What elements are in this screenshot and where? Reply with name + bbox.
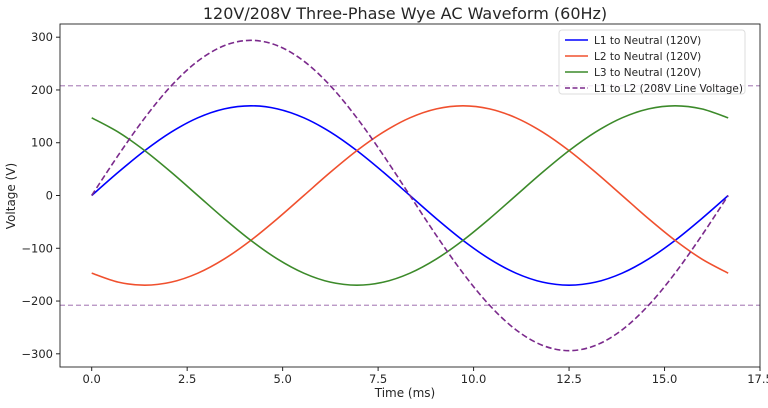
series-line-2 — [91, 104, 729, 287]
x-tick-label: 10.0 — [461, 372, 487, 386]
x-tick-label: 17.5 — [747, 372, 768, 386]
y-tick-label: 300 — [31, 30, 53, 44]
y-tick-label: −200 — [21, 294, 53, 308]
x-axis-label: Time (ms) — [374, 386, 436, 400]
chart-title: 120V/208V Three-Phase Wye AC Waveform (6… — [203, 4, 607, 23]
y-tick-label: 100 — [31, 136, 53, 150]
legend-label-2: L2 to Neutral (120V) — [594, 51, 701, 63]
legend-box — [558, 29, 746, 95]
series-line-4 — [91, 39, 729, 352]
y-tick-label: 200 — [31, 83, 53, 97]
legend: L1 to Neutral (120V) L2 to Neutral (120V)… — [558, 29, 746, 95]
x-tick-label: 7.5 — [369, 372, 387, 386]
y-axis-label: Voltage (V) — [4, 163, 18, 229]
legend-label-3: L3 to Neutral (120V) — [594, 67, 701, 79]
legend-label-1: L1 to Neutral (120V) — [594, 35, 701, 47]
x-tick-label: 12.5 — [556, 372, 582, 386]
plot-area: 0.0 2.5 5.0 7.5 10.0 12.5 15.0 17.5 300 200 100 0 −1… — [21, 23, 768, 386]
x-tick-label: 0.0 — [83, 372, 101, 386]
y-tick-label: 0 — [46, 189, 53, 203]
x-tick-label: 2.5 — [178, 372, 196, 386]
y-tick-label: −100 — [21, 241, 53, 255]
x-tick-label: 15.0 — [652, 372, 678, 386]
legend-label-4: L1 to L2 (208V Line Voltage) — [594, 83, 743, 95]
y-tick-label: −300 — [21, 347, 53, 361]
series-line-3 — [91, 104, 729, 287]
x-tick-label: 5.0 — [273, 372, 291, 386]
